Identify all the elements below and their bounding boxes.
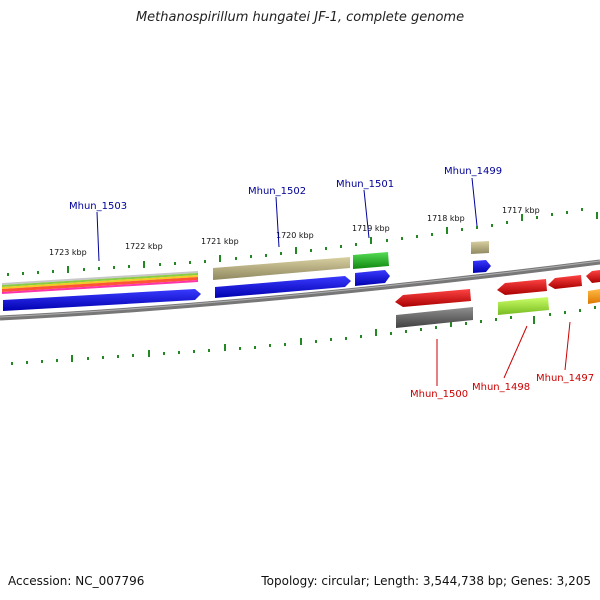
gene-red-feature[interactable] xyxy=(395,289,471,307)
gene-label: Mhun_1503 xyxy=(69,201,127,212)
scale-label: 1720 kbp xyxy=(276,231,314,240)
gene-mhun-1498[interactable] xyxy=(498,297,549,315)
leader-line xyxy=(96,211,100,262)
gene-label: Mhun_1499 xyxy=(444,166,502,177)
leader-line xyxy=(564,321,571,371)
scale-label: 1717 kbp xyxy=(502,206,540,215)
gene-mhun-1501-arrow[interactable] xyxy=(355,270,390,286)
gene-label: Mhun_1501 xyxy=(336,179,394,190)
scale-label: 1719 kbp xyxy=(352,224,390,233)
genome-backbone xyxy=(0,259,600,321)
reverse-genes xyxy=(395,270,600,328)
map-title: Methanospirillum hungatei JF-1, complete… xyxy=(135,10,465,25)
accession-text: Accession: NC_007796 xyxy=(8,574,145,588)
gene-mhun-1499-arrow[interactable] xyxy=(473,260,491,273)
topology-text: Topology: circular; Length: 3,544,738 bp… xyxy=(261,574,591,588)
scale-label: 1718 kbp xyxy=(427,214,465,223)
scale-label: 1723 kbp xyxy=(49,248,87,257)
gene-red-feature[interactable] xyxy=(586,270,600,283)
forward-genes xyxy=(3,241,491,311)
scale-label: 1722 kbp xyxy=(125,242,163,251)
feature-stack xyxy=(2,271,198,294)
inner-tick-ring xyxy=(11,306,596,365)
gene-mhun-1501[interactable] xyxy=(353,252,389,269)
outer-tick-ring xyxy=(7,208,598,276)
leader-line xyxy=(363,189,370,239)
gene-orange-feature[interactable] xyxy=(588,289,600,304)
gene-label: Mhun_1497 xyxy=(536,373,594,384)
gene-mhun-1497[interactable] xyxy=(548,275,582,289)
leader-line xyxy=(471,177,478,227)
gene-label: Mhun_1500 xyxy=(410,389,468,400)
gene-mhun-1500[interactable] xyxy=(396,307,473,328)
leader-line xyxy=(275,196,280,248)
gene-label: Mhun_1502 xyxy=(248,186,306,197)
gene-mhun-1502[interactable] xyxy=(213,257,350,280)
gene-mhun-1502-arrow[interactable] xyxy=(215,276,351,298)
gene-mhun-1503[interactable] xyxy=(3,289,201,311)
gene-mhun-1499[interactable] xyxy=(471,241,489,254)
leader-line xyxy=(503,325,528,379)
scale-label: 1721 kbp xyxy=(201,237,239,246)
gene-red-feature[interactable] xyxy=(497,279,547,295)
gene-label: Mhun_1498 xyxy=(472,382,530,393)
